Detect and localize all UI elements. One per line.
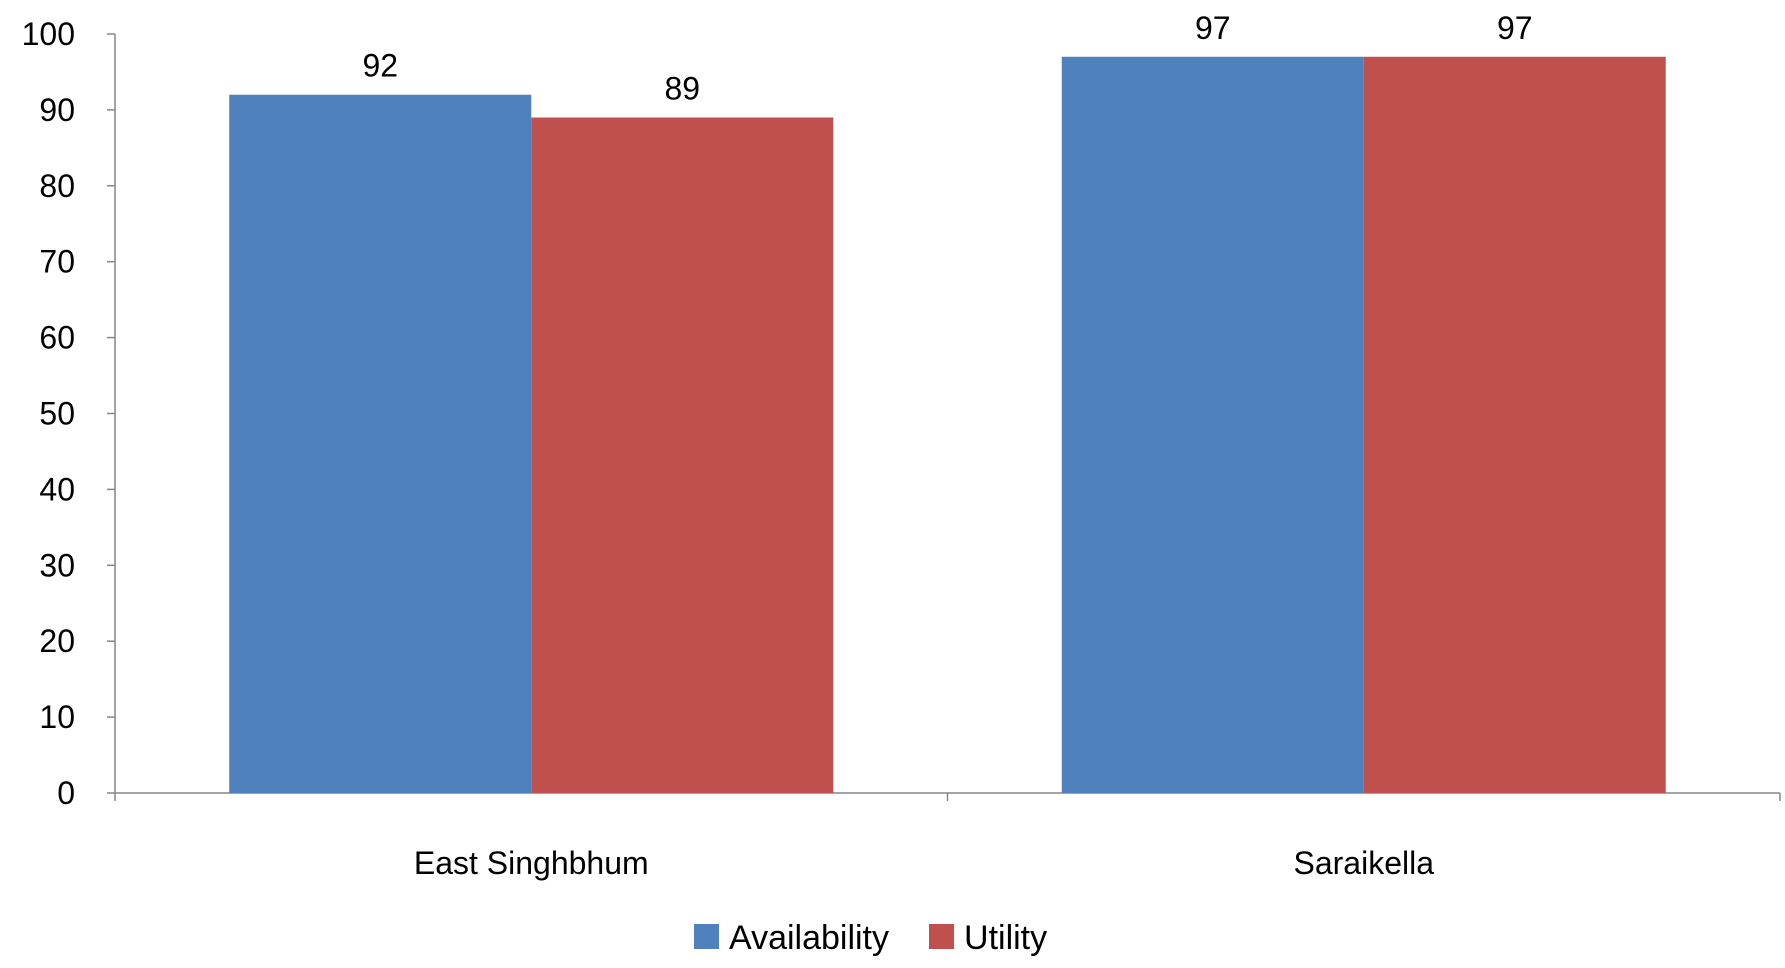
y-tick-label: 70	[39, 244, 75, 280]
bar-utility-1	[531, 117, 834, 794]
legend-label-availability: Availability	[729, 919, 889, 957]
data-label: 97	[1497, 10, 1533, 46]
y-tick-label: 80	[39, 168, 75, 204]
y-tick-label: 10	[39, 699, 75, 735]
y-tick-label: 50	[39, 396, 75, 432]
y-tick-label: 30	[39, 547, 75, 583]
data-label: 92	[362, 48, 398, 84]
bar-availability-1	[229, 94, 532, 794]
y-tick-label: 60	[39, 320, 75, 356]
legend-swatch-utility	[929, 924, 955, 949]
y-axis: 0 10 20 30 40 50 60 70 80 90 100	[22, 16, 116, 811]
bars	[229, 56, 1666, 794]
legend-swatch-availability	[694, 924, 719, 949]
y-tick-label: 20	[39, 623, 75, 659]
data-labels: 92 89 97 97	[362, 10, 1532, 107]
data-label: 89	[664, 70, 700, 106]
x-category-label: Saraikella	[1293, 845, 1434, 881]
y-tick-label: 0	[57, 775, 75, 811]
bar-availability-2	[1061, 56, 1364, 793]
legend-label-utility: Utility	[964, 919, 1047, 957]
x-axis: East Singhbhum Saraikella	[114, 792, 1781, 881]
y-tick-label: 100	[22, 16, 75, 52]
y-tick-label: 40	[39, 471, 75, 507]
x-category-label: East Singhbhum	[414, 845, 649, 881]
legend: Availability Utility	[694, 919, 1047, 957]
data-label: 97	[1195, 10, 1231, 46]
y-tick-label: 90	[39, 92, 75, 128]
bar-utility-2	[1363, 56, 1666, 793]
